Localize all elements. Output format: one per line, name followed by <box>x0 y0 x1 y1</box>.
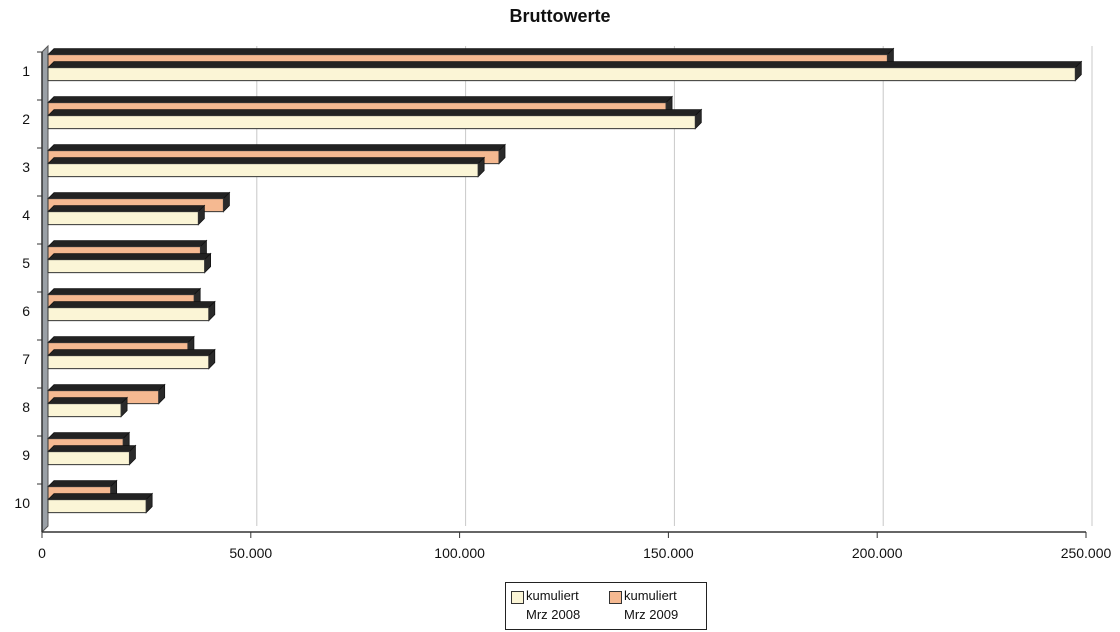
legend-swatch-2008 <box>511 591 524 604</box>
y-tick-label: 4 <box>22 207 30 223</box>
bar-top-face <box>47 397 129 405</box>
legend-label-2009: kumuliert <box>624 588 677 603</box>
bar <box>47 451 130 466</box>
y-tick-label: 6 <box>22 303 30 319</box>
bar-top-face <box>47 192 231 200</box>
bar-top-face <box>47 336 195 344</box>
bar <box>47 403 122 418</box>
bar <box>47 259 206 274</box>
axis-wall <box>41 44 49 534</box>
bar-top-face <box>47 157 486 165</box>
y-tick-label: 5 <box>22 255 30 271</box>
y-tick-label: 8 <box>22 399 30 415</box>
bar <box>47 211 199 226</box>
x-tick-label: 50.000 <box>229 545 272 561</box>
bar <box>47 355 210 370</box>
y-tick-label: 3 <box>22 159 30 175</box>
legend-label-2008: kumuliert <box>526 588 579 603</box>
y-tick-label: 10 <box>14 495 30 511</box>
bar-top-face <box>47 480 118 488</box>
bar <box>47 499 147 514</box>
y-tick-label: 2 <box>22 111 30 127</box>
legend: kumuliert Mrz 2008 kumuliert Mrz 2009 <box>505 582 707 630</box>
bar-top-face <box>47 288 202 296</box>
bar-top-face <box>47 301 216 309</box>
bar <box>47 307 210 322</box>
bar-top-face <box>47 48 895 56</box>
bar <box>47 115 696 130</box>
y-tick-label: 7 <box>22 351 30 367</box>
bar-top-face <box>47 253 212 261</box>
x-tick-label: 0 <box>38 545 46 561</box>
bar-top-face <box>47 493 154 501</box>
bar-top-face <box>47 349 216 357</box>
legend-swatch-2009 <box>609 591 622 604</box>
bar-top-face <box>47 109 703 117</box>
bar-top-face <box>47 205 206 213</box>
bar-top-face <box>47 432 131 440</box>
legend-sublabel-2009: Mrz 2009 <box>624 607 679 622</box>
bar-top-face <box>47 96 674 104</box>
chart-title: Bruttowerte <box>509 6 611 26</box>
bar-top-face <box>47 384 166 392</box>
bar-top-face <box>47 240 208 248</box>
x-tick-label: 150.000 <box>643 545 694 561</box>
bar <box>47 163 479 178</box>
bar-top-face <box>47 144 506 152</box>
y-tick-label: 9 <box>22 447 30 463</box>
bar-top-face <box>47 445 137 453</box>
bar <box>47 67 1076 82</box>
x-tick-label: 200.000 <box>852 545 903 561</box>
x-tick-label: 250.000 <box>1061 545 1112 561</box>
bar-top-face <box>47 61 1083 69</box>
y-tick-label: 1 <box>22 63 30 79</box>
x-tick-label: 100.000 <box>434 545 485 561</box>
legend-sublabel-2008: Mrz 2008 <box>526 607 581 622</box>
